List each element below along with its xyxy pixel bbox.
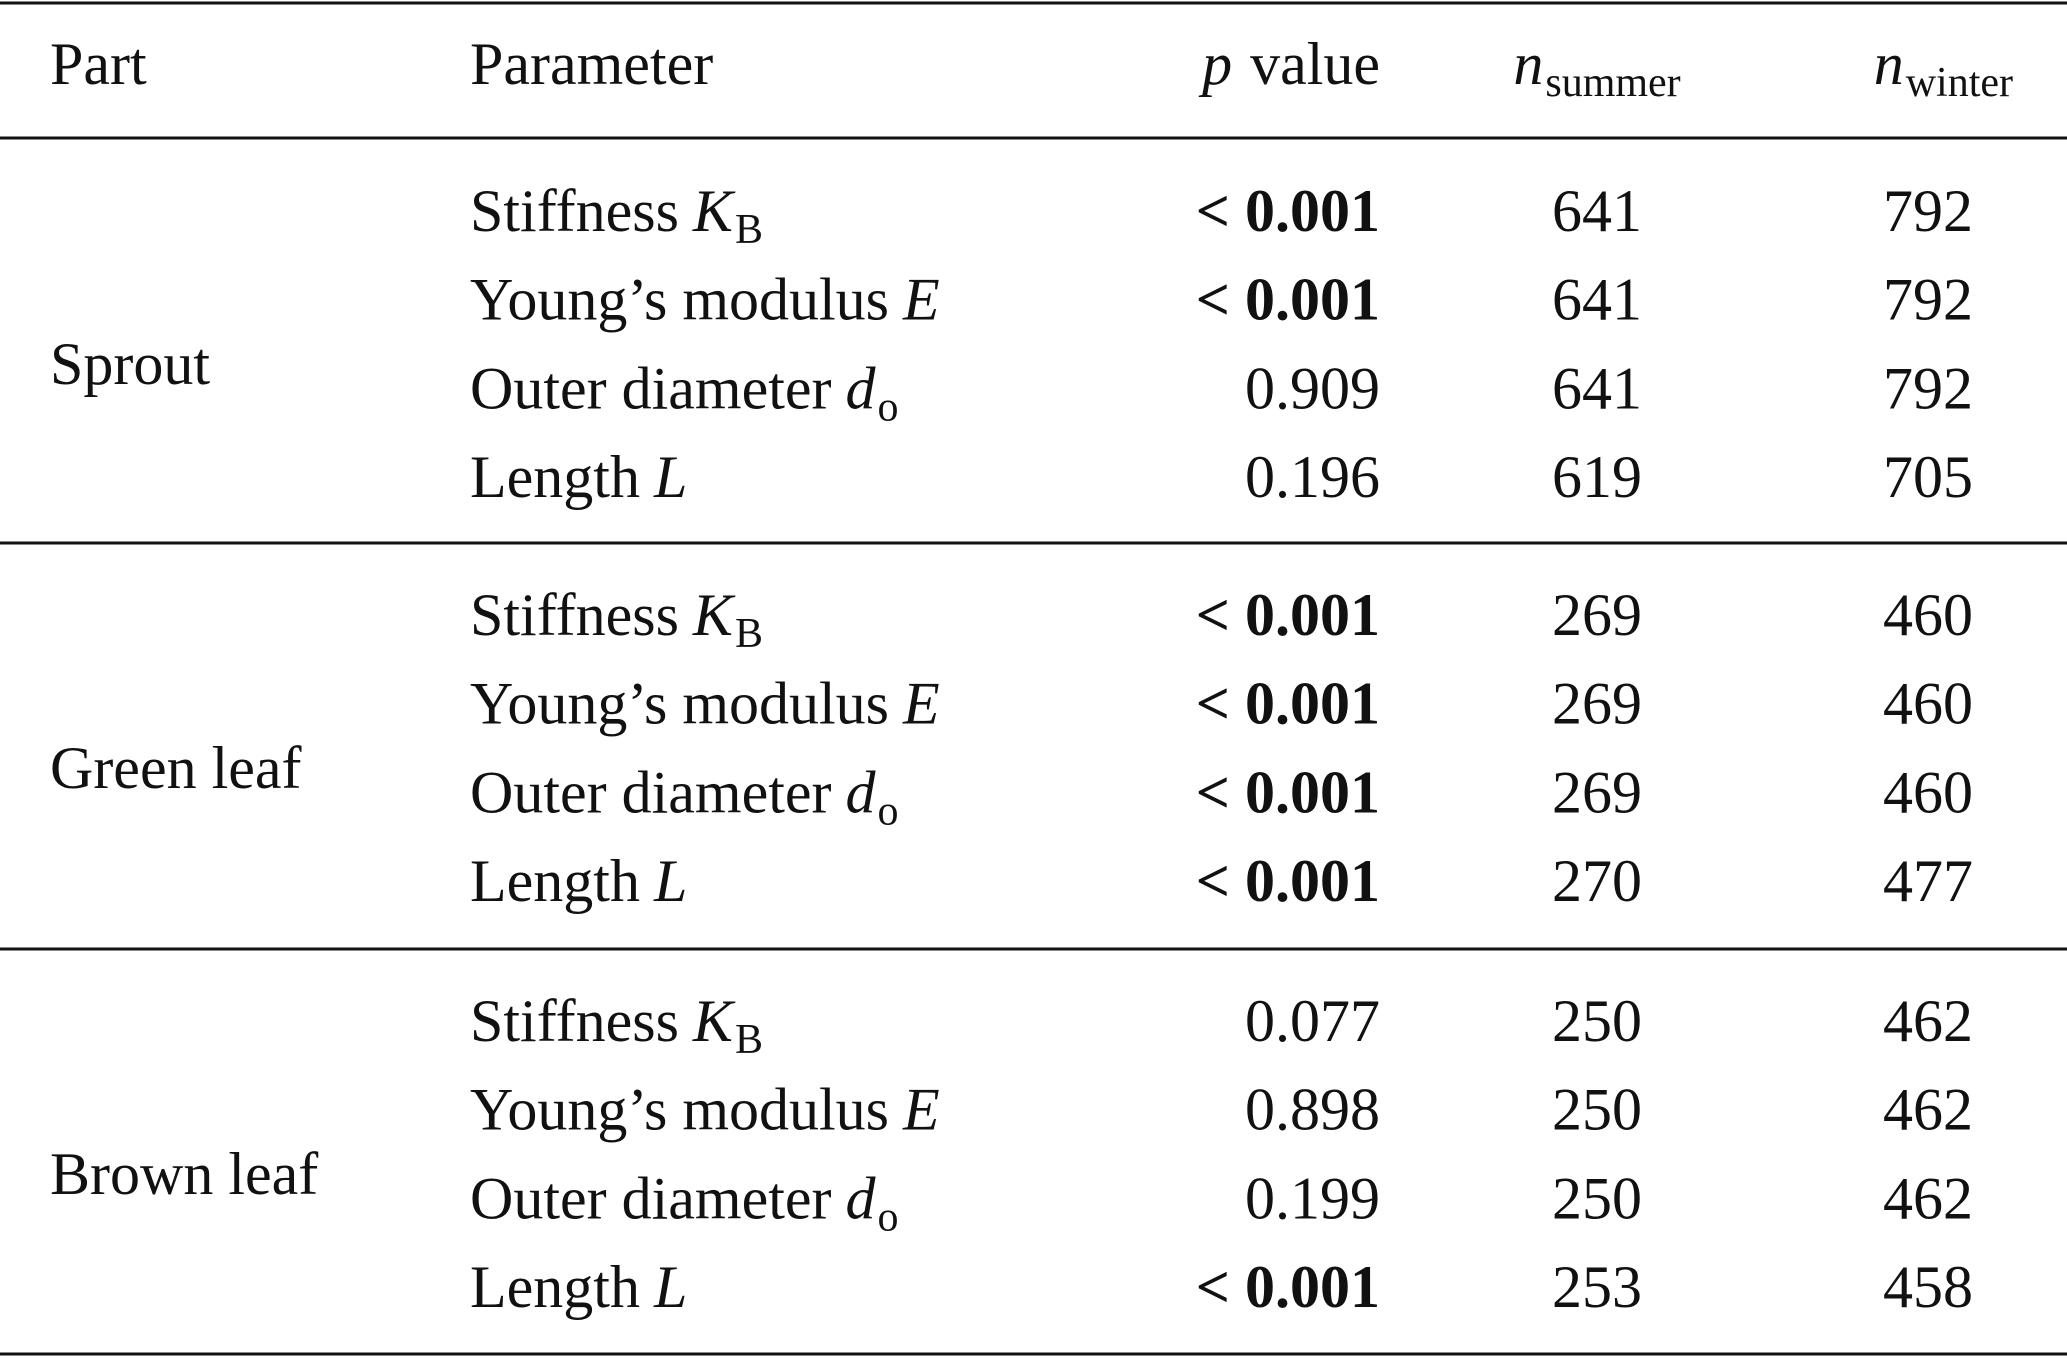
- cell-text: Young’s modulus: [470, 671, 889, 737]
- parameter: Stiffness KB: [470, 178, 763, 253]
- symbol: L: [653, 444, 687, 510]
- symbol: L: [653, 848, 687, 914]
- symbol: E: [902, 267, 940, 333]
- cell-text: Outer diameter: [470, 1165, 832, 1231]
- symbol: K: [692, 988, 736, 1054]
- n-summer: 269: [1552, 759, 1642, 825]
- n-summer: 619: [1552, 444, 1642, 510]
- subscript: winter: [1906, 60, 2013, 106]
- p-value: < 0.001: [1196, 1254, 1380, 1320]
- n-winter: 477: [1883, 848, 1973, 914]
- cell-text: Outer diameter: [470, 759, 832, 825]
- p-value: < 0.001: [1196, 759, 1380, 825]
- cell-text: Parameter: [470, 31, 713, 97]
- n-summer: 641: [1552, 178, 1642, 244]
- p-value: 0.909: [1245, 355, 1380, 421]
- subscript: o: [878, 788, 899, 834]
- parameter: Length L: [470, 444, 687, 510]
- parameter: Young’s modulus E: [470, 267, 940, 333]
- p-value: < 0.001: [1196, 267, 1380, 333]
- parameter: Outer diameter do: [470, 355, 899, 430]
- symbol: E: [902, 1077, 940, 1143]
- parameter: Outer diameter do: [470, 1165, 899, 1240]
- n-winter: 705: [1883, 444, 1973, 510]
- p-value: < 0.001: [1196, 671, 1380, 737]
- cell-text: Length: [470, 444, 640, 510]
- n-summer: 641: [1552, 267, 1642, 333]
- n-winter: 792: [1883, 355, 1973, 421]
- n-winter: 462: [1883, 1165, 1973, 1231]
- n-summer: 250: [1552, 988, 1642, 1054]
- symbol: d: [846, 759, 877, 825]
- column-header: nsummer: [1513, 31, 1680, 106]
- column-header: p value: [1198, 31, 1380, 97]
- cell-text: Stiffness: [470, 178, 679, 244]
- parameter: Stiffness KB: [470, 988, 763, 1063]
- cell-text: Length: [470, 848, 640, 914]
- n-winter: 792: [1883, 267, 1973, 333]
- parameter: Length L: [470, 848, 687, 914]
- symbol: n: [1874, 31, 1904, 97]
- p-value: < 0.001: [1196, 178, 1380, 244]
- cell-text: Young’s modulus: [470, 1077, 889, 1143]
- parameter: Young’s modulus E: [470, 671, 940, 737]
- p-value: 0.077: [1245, 988, 1380, 1054]
- symbol: K: [692, 178, 736, 244]
- n-winter: 462: [1883, 1077, 1973, 1143]
- subscript: summer: [1545, 60, 1680, 106]
- cell-text: Length: [470, 1254, 640, 1320]
- symbol: E: [902, 671, 940, 737]
- symbol: L: [653, 1254, 687, 1320]
- n-summer: 253: [1552, 1254, 1642, 1320]
- n-winter: 460: [1883, 582, 1973, 648]
- n-winter: 792: [1883, 178, 1973, 244]
- cell-text: Part: [50, 31, 147, 97]
- p-value: 0.196: [1245, 444, 1380, 510]
- cell-text: Outer diameter: [470, 355, 832, 421]
- symbol: p: [1198, 31, 1232, 97]
- p-value: < 0.001: [1196, 582, 1380, 648]
- subscript: B: [735, 1017, 763, 1063]
- n-summer: 270: [1552, 848, 1642, 914]
- part-label: Green leaf: [50, 735, 302, 801]
- n-summer: 250: [1552, 1077, 1642, 1143]
- p-value: 0.898: [1245, 1077, 1380, 1143]
- subscript: B: [735, 611, 763, 657]
- column-header: Parameter: [470, 31, 713, 97]
- n-winter: 462: [1883, 988, 1973, 1054]
- part-label: Brown leaf: [50, 1141, 318, 1207]
- parameter: Stiffness KB: [470, 582, 763, 657]
- n-winter: 460: [1883, 671, 1973, 737]
- cell-text: Young’s modulus: [470, 267, 889, 333]
- parameter: Length L: [470, 1254, 687, 1320]
- subscript: B: [735, 207, 763, 253]
- cell-text: Stiffness: [470, 988, 679, 1054]
- symbol: d: [846, 355, 877, 421]
- subscript: o: [878, 384, 899, 430]
- p-value: < 0.001: [1196, 848, 1380, 914]
- n-summer: 269: [1552, 582, 1642, 648]
- symbol: n: [1513, 31, 1543, 97]
- n-summer: 641: [1552, 355, 1642, 421]
- column-header: Part: [50, 31, 147, 97]
- p-value: 0.199: [1245, 1165, 1380, 1231]
- n-summer: 269: [1552, 671, 1642, 737]
- subscript: o: [878, 1194, 899, 1240]
- n-winter: 458: [1883, 1254, 1973, 1320]
- symbol: K: [692, 582, 736, 648]
- column-header: nwinter: [1874, 31, 2013, 106]
- part-label: Sprout: [50, 331, 210, 397]
- parameter: Outer diameter do: [470, 759, 899, 834]
- n-summer: 250: [1552, 1165, 1642, 1231]
- symbol: d: [846, 1165, 877, 1231]
- parameter: Young’s modulus E: [470, 1077, 940, 1143]
- cell-text: Stiffness: [470, 582, 679, 648]
- cell-text: value: [1250, 31, 1380, 97]
- n-winter: 460: [1883, 759, 1973, 825]
